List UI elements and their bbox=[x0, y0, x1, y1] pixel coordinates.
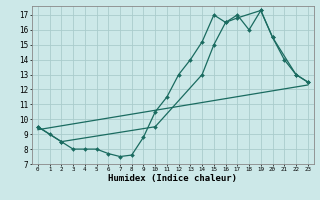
X-axis label: Humidex (Indice chaleur): Humidex (Indice chaleur) bbox=[108, 174, 237, 183]
